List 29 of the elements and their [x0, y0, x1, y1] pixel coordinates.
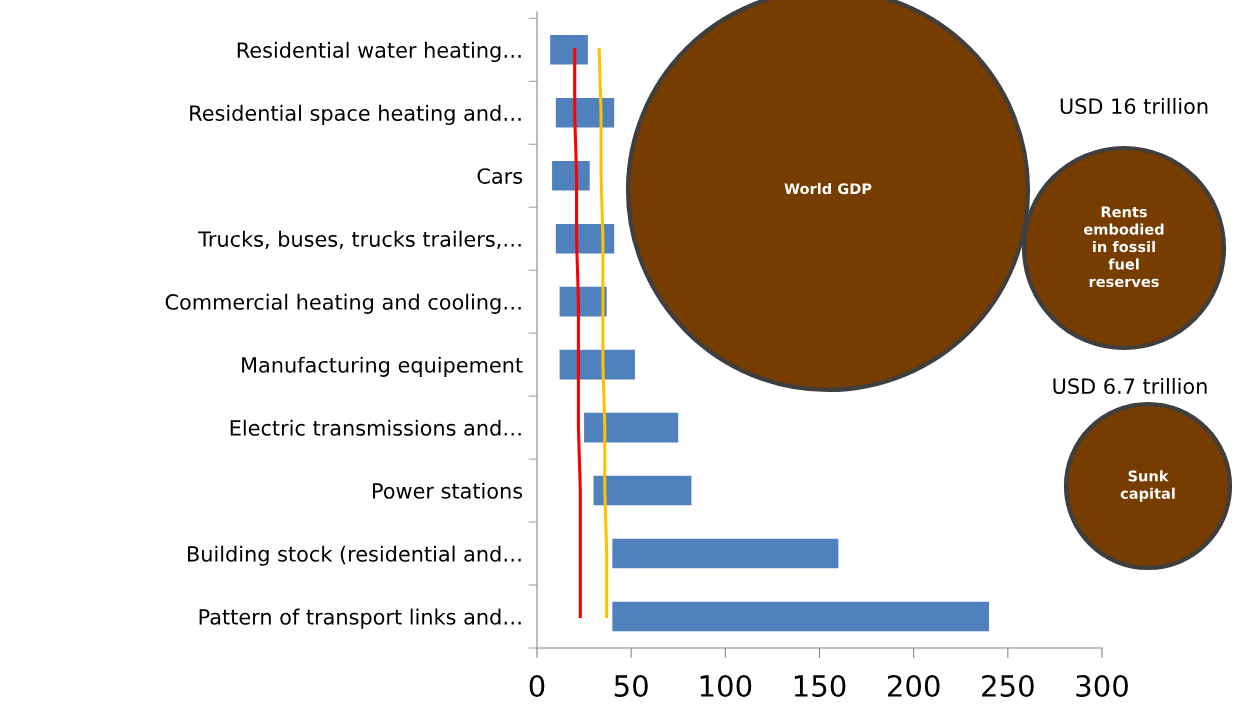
- x-tick-label: 250: [982, 674, 1034, 697]
- y-tick-label: Building stock (residential and…: [188, 545, 521, 566]
- y-tick-label: Cars: [477, 168, 523, 184]
- annotation: USD 16 trillion: [1060, 97, 1208, 115]
- x-tick-label: 300: [1076, 674, 1128, 697]
- y-tick-label: Commercial heating and cooling…: [165, 293, 521, 314]
- bar: [593, 475, 692, 506]
- x-tick-label: 100: [700, 674, 752, 697]
- y-tick-label: Electric transmissions and…: [230, 419, 521, 436]
- x-tick-label: 200: [887, 674, 940, 697]
- y-tick-label: Residential space heating and…: [190, 104, 521, 125]
- bar: [550, 34, 588, 65]
- x-tick-label: 0: [529, 674, 545, 697]
- annotation: Rents embodied in fossil fuel reserves: [1083, 206, 1164, 288]
- annotation: USD 6.7 trillion: [1053, 377, 1207, 395]
- y-tick-label: Manufacturing equipement: [242, 356, 523, 377]
- text: Sunk capital: [1120, 470, 1175, 502]
- x-tick-label: 50: [614, 674, 648, 697]
- bar: [612, 601, 989, 632]
- bar: [584, 412, 679, 443]
- x-tick-label: 150: [794, 674, 846, 697]
- y-tick-label: Pattern of transport links and…: [199, 608, 521, 629]
- bar: [552, 160, 590, 191]
- y-tick-label: Trucks, buses, trucks trailers,…: [198, 230, 521, 250]
- y-tick-label: Power stations: [373, 482, 523, 499]
- annotation: World GDP: [784, 182, 872, 195]
- y-tick-label: Residential water heating…: [237, 41, 521, 63]
- bar: [559, 349, 635, 380]
- bar: [612, 538, 839, 569]
